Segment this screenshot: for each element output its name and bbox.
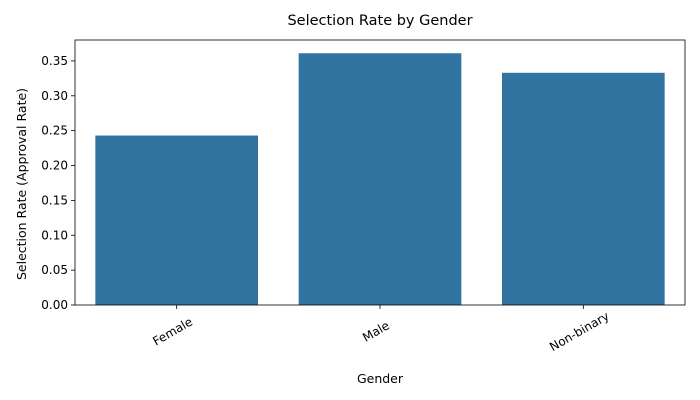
x-tick-label: Male [360,318,392,344]
y-tick-label: 0.25 [41,124,68,138]
y-tick-label: 0.20 [41,159,68,173]
y-tick-label: 0.00 [41,298,68,312]
y-tick-label: 0.15 [41,193,68,207]
bar-non-binary [502,72,665,305]
bar-female [95,135,258,305]
y-axis-label: Selection Rate (Approval Rate) [14,88,29,280]
x-axis-label: Gender [357,371,404,386]
y-tick-label: 0.10 [41,228,68,242]
y-tick-label: 0.35 [41,54,68,68]
chart-title: Selection Rate by Gender [287,13,472,29]
plot-area: Female Male Non-binary 0.00 0.05 0.10 0.15 0.20… [41,39,686,354]
axes-frame [74,39,686,306]
y-tick-label: 0.30 [41,89,68,103]
y-tick-label: 0.05 [41,263,68,277]
x-tick-label: Non-binary [547,309,611,354]
bar-male [298,53,462,305]
x-tick-label: Female [150,315,195,349]
